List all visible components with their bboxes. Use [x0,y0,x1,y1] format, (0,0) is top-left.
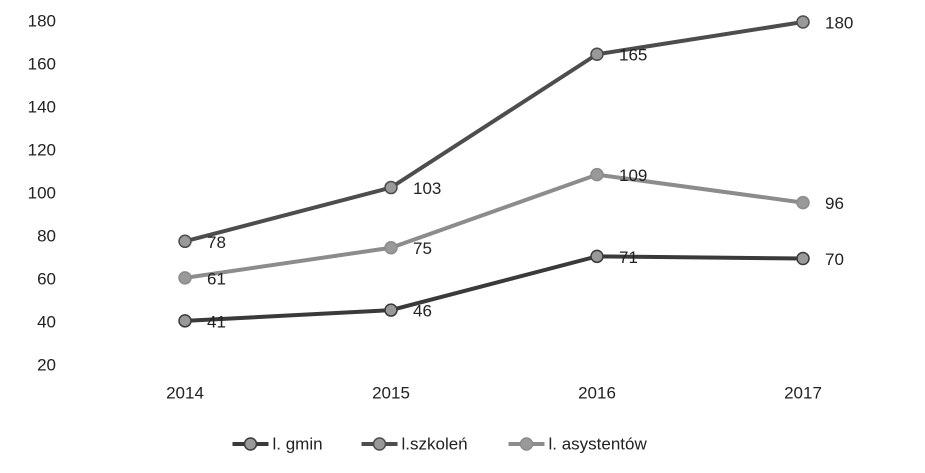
legend-marker [519,437,534,451]
y-tick-label: 40 [37,312,56,331]
data-label: 41 [207,312,226,331]
point [796,251,810,266]
legend-label: l.szkoleń [402,434,468,453]
data-label: 70 [825,250,844,269]
point [590,47,604,61]
point [796,15,810,29]
series-line [184,172,804,280]
data-label: 46 [413,302,432,321]
legend-label: l. gmin [273,434,323,453]
series-line [184,254,804,323]
data-label: 180 [825,13,853,32]
data-label: 71 [619,248,638,267]
point [178,314,192,328]
y-tick-label: 180 [28,11,56,30]
point [384,180,398,195]
data-label: 78 [207,233,226,252]
y-tick-label: 80 [37,226,56,245]
data-label: 109 [619,166,647,185]
x-tick-label: 2014 [166,383,204,402]
point [796,195,810,210]
point [178,271,192,285]
data-label: 96 [825,194,844,213]
data-label: 103 [413,179,441,198]
y-tick-label: 140 [28,97,56,116]
y-tick-label: 120 [28,140,56,159]
point [590,167,604,182]
series-line [184,20,804,244]
legend-marker [372,437,387,451]
y-tick-label: 60 [37,269,56,288]
legend-label: l. asystentów [549,434,648,453]
x-tick-label: 2017 [784,383,822,402]
legend-marker [243,437,258,451]
y-tick-label: 100 [28,183,56,202]
x-tick-label: 2015 [372,383,410,402]
data-label: 165 [619,46,647,65]
x-tick-label: 2016 [578,383,616,402]
y-tick-label: 20 [37,355,56,374]
point [590,249,604,264]
point [384,303,398,317]
y-tick-label: 160 [28,54,56,73]
point [384,241,398,255]
data-label: 75 [413,239,432,258]
data-label: 61 [207,269,226,288]
point [178,234,192,249]
